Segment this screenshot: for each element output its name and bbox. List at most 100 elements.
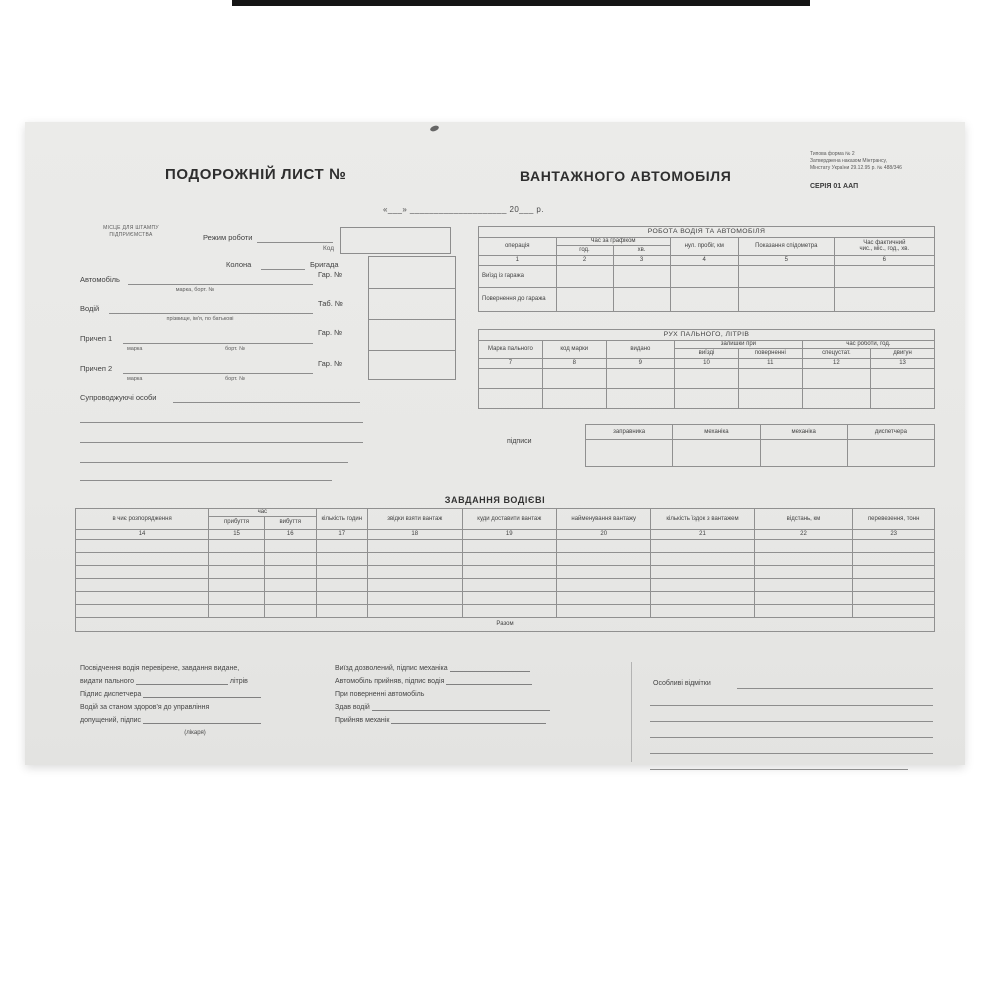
col-issued: видано	[605, 340, 676, 359]
form-title-left: ПОДОРОЖНІЙ ЛИСТ №	[165, 166, 347, 183]
trailer1-sub-marka: марка	[127, 346, 143, 352]
blank-line	[650, 721, 933, 722]
doctor-note: (лікаря)	[184, 730, 206, 736]
trailer1-garage-no: Гар. №	[318, 328, 343, 337]
trailer1-label: Причеп 1	[80, 334, 113, 343]
col-special-equip: спецустат.	[801, 347, 872, 359]
sign-mekhanik-1: механіка	[672, 424, 761, 440]
blank-line	[128, 284, 313, 285]
approval-note: Типова форма № 2 Затверджена наказом Мін…	[810, 151, 960, 172]
col-from: звідки взяти вантаж	[367, 508, 463, 530]
col-arrival: прибуття	[208, 515, 265, 530]
trailer2-sub-marka: марка	[127, 376, 143, 382]
task-table: в чиє розпорядження час кількість годин …	[74, 508, 935, 632]
stamp-note-line: МІСЦЕ ДЛЯ ШТАМПУ	[103, 225, 159, 231]
footer-text: літрів	[229, 678, 248, 685]
blank-line	[261, 269, 305, 270]
work-table: РОБОТА ВОДІЯ ТА АВТОМОБІЛЯ операція Час …	[478, 226, 936, 312]
empty-row	[478, 367, 935, 389]
signatures-grid: заправника механіка механіка диспетчера	[584, 424, 936, 467]
trailer2-garage-no: Гар. №	[318, 359, 343, 368]
blank-line	[446, 678, 533, 685]
blank-line	[371, 704, 550, 711]
trailer1-sub-bort: борт. №	[225, 346, 246, 352]
blank-line	[123, 343, 313, 344]
footer-text: Здав водій	[335, 704, 370, 711]
footer-text: Прийняв механік	[335, 717, 390, 724]
footer-line: При поверненні автомобіль	[335, 691, 425, 698]
col-distance: відстань, км	[753, 508, 854, 530]
empty-row	[74, 551, 935, 566]
sign-dyspetcher: диспетчера	[846, 424, 936, 440]
blank-line	[123, 373, 313, 374]
footer-text: Підпис диспетчера	[80, 691, 142, 698]
driver-tab-no: Таб. №	[318, 299, 343, 308]
auto-label: Автомобіль	[80, 275, 120, 284]
footer-line: Підпис диспетчера	[80, 691, 262, 698]
form-title-right: ВАНТАЖНОГО АВТОМОБІЛЯ	[520, 168, 732, 184]
col-zero-run: нул. пробіг, км	[669, 237, 739, 256]
footer-line: Автомобіль прийняв, підпис водія	[335, 678, 533, 685]
stamp-note-line: ПІДПРИЄМСТВА	[109, 232, 153, 238]
footer-text: Виїзд дозволений, підпис механіка	[335, 665, 448, 672]
col-to: куди доставити вантаж	[461, 508, 558, 530]
photo-smudge	[429, 124, 440, 133]
special-notes-label: Особливі відмітки	[653, 680, 711, 687]
col-fuel-brand: Марка пального	[478, 340, 543, 359]
row-return-garage: Повернення до гаража	[478, 286, 936, 312]
col-departure-time: вибуття	[263, 515, 317, 530]
footer-line: Водій за станом здоров'я до управління	[80, 704, 210, 711]
col-disposal: в чиє розпорядження	[74, 508, 210, 530]
numbers-row: 14 15 16 17 18 19 20 21 22 23	[74, 528, 935, 540]
empty-row	[74, 603, 935, 618]
footer-line: Посвідчення водія перевірене, завдання в…	[80, 665, 240, 672]
col-trips: кількість їздок з вантажем	[650, 508, 755, 530]
kod-label: Код	[323, 245, 335, 252]
trailer2-label: Причеп 2	[80, 364, 113, 373]
blank-line	[109, 313, 313, 314]
blank-line	[650, 769, 908, 770]
footer-line: Виїзд дозволений, підпис механіка	[335, 665, 530, 672]
auto-garage-no: Гар. №	[318, 270, 343, 279]
bryhada-label: Бригада	[310, 260, 339, 269]
blank-line	[135, 678, 228, 685]
task-table-title: ЗАВДАННЯ ВОДІЄВІ	[444, 495, 546, 505]
col-actual-line2: чис., міс., год., хв.	[859, 246, 910, 253]
kolona-label: Колона	[226, 260, 252, 269]
blank-line	[143, 717, 262, 724]
code-grid	[368, 256, 456, 380]
col-work-time: час роботи, год.	[801, 340, 936, 349]
footer-text: допущений, підпис	[80, 717, 142, 724]
empty-row	[74, 590, 935, 605]
col-brand-code: код марки	[541, 340, 607, 359]
photo-edge-artifact	[232, 0, 810, 6]
col-actual: Час фактичний чис., міс., год., хв.	[833, 237, 936, 256]
footer-line: Прийняв механік	[335, 717, 547, 724]
kod-box	[340, 227, 451, 254]
blank-line	[650, 705, 933, 706]
col-engine: двигун	[870, 347, 935, 359]
blank-line	[257, 242, 333, 243]
stamp-area-note: МІСЦЕ ДЛЯ ШТАМПУ ПІДПРИЄМСТВА	[70, 225, 192, 239]
blank-line	[737, 688, 933, 689]
blank-line	[80, 480, 332, 481]
sign-mekhanik-2: механіка	[759, 424, 848, 440]
col-schedule: Час за графіком	[555, 237, 671, 246]
footer-text: видати пального	[80, 678, 134, 685]
empty-row	[584, 439, 936, 467]
col-operation: операція	[478, 237, 557, 256]
blank-line	[80, 442, 363, 443]
blank-line	[650, 737, 933, 738]
date-line: «___» ____________________ 20___ р.	[383, 205, 544, 214]
footer-line: Здав водій	[335, 704, 550, 711]
blank-line	[449, 665, 530, 672]
col-cargo-name: найменування вантажу	[555, 508, 652, 530]
auto-sub: марка, борт. №	[175, 287, 215, 293]
sign-zapravnyk: заправника	[584, 424, 674, 440]
footer-text: Автомобіль прийняв, підпис водія	[335, 678, 445, 685]
total-row: Разом	[75, 616, 935, 632]
blank-line	[650, 753, 933, 754]
col-hours-count: кількість годин	[315, 508, 369, 530]
